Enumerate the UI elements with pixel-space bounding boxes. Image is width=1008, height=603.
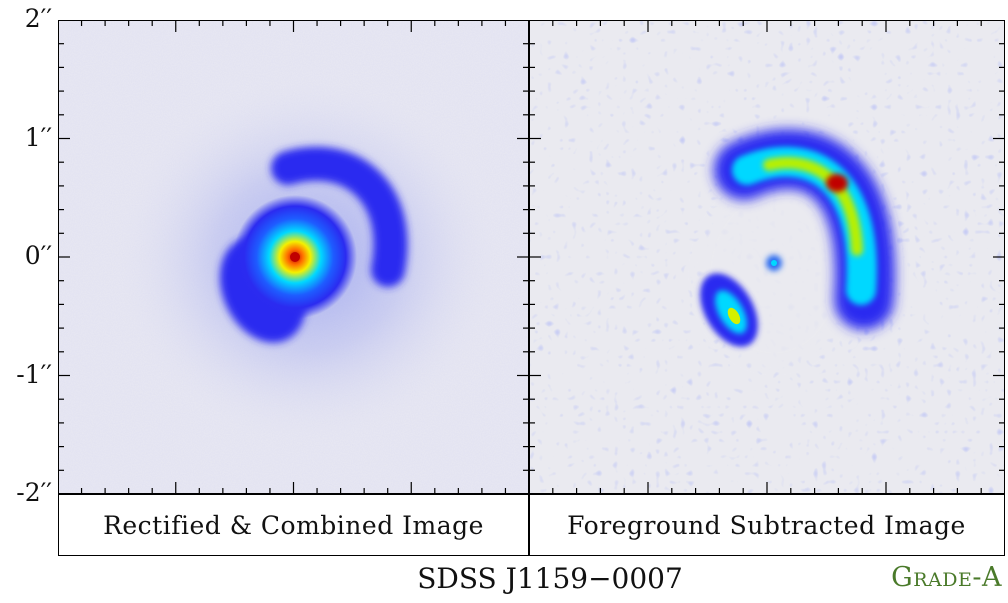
left-caption-text: Rectified & Combined Image [103,510,484,540]
y-tick-label-minus-1: -1′′ [16,360,52,389]
rectified-image-panel [58,20,529,494]
foreground-subtracted-image [529,20,1005,494]
grade-label: Grade-A [891,562,1002,593]
right-caption-text: Foreground Subtracted Image [567,510,966,540]
rectified-image [58,20,529,494]
right-caption: Foreground Subtracted Image [528,494,1005,556]
y-tick-label-2: 2′′ [24,4,52,33]
object-name: SDSS J1159−0007 [417,562,683,595]
y-tick-label-0: 0′′ [24,241,52,270]
panel-divider [528,20,530,556]
foreground-subtracted-panel [529,20,1005,494]
left-caption: Rectified & Combined Image [58,494,529,556]
y-tick-label-minus-2: -2′′ [16,478,52,507]
y-tick-label-1: 1′′ [24,123,52,152]
